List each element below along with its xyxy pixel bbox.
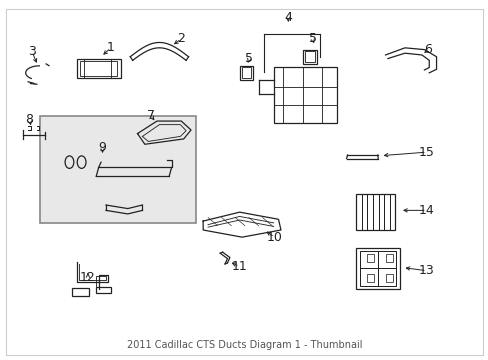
Text: 15: 15: [418, 146, 434, 159]
Bar: [305, 51, 314, 62]
Bar: [356, 194, 394, 230]
Text: 3: 3: [28, 45, 36, 58]
Bar: [40, 116, 196, 223]
Text: 2: 2: [177, 32, 185, 45]
Text: 12: 12: [80, 271, 96, 284]
Text: 5: 5: [308, 32, 316, 45]
Bar: [273, 67, 336, 123]
Text: 9: 9: [99, 141, 106, 154]
Bar: [72, 288, 89, 296]
Text: 14: 14: [418, 204, 434, 217]
Bar: [366, 254, 373, 262]
Text: 5: 5: [245, 52, 253, 65]
Bar: [239, 66, 253, 80]
Text: 10: 10: [266, 231, 282, 244]
Text: 13: 13: [418, 264, 434, 277]
Bar: [80, 62, 116, 76]
Text: 2011 Cadillac CTS Ducts Diagram 1 - Thumbnail: 2011 Cadillac CTS Ducts Diagram 1 - Thum…: [126, 340, 362, 350]
Text: 8: 8: [25, 113, 34, 126]
Text: 6: 6: [424, 43, 431, 56]
Text: 4: 4: [284, 11, 292, 24]
Bar: [303, 50, 316, 64]
Bar: [385, 254, 392, 262]
Bar: [356, 248, 399, 289]
Text: 7: 7: [147, 109, 155, 122]
Bar: [77, 59, 120, 78]
Bar: [385, 274, 392, 282]
Bar: [360, 251, 395, 286]
Bar: [366, 274, 373, 282]
Text: 11: 11: [231, 260, 247, 273]
Bar: [96, 287, 111, 293]
Bar: [241, 67, 251, 78]
Text: 1: 1: [107, 41, 115, 54]
